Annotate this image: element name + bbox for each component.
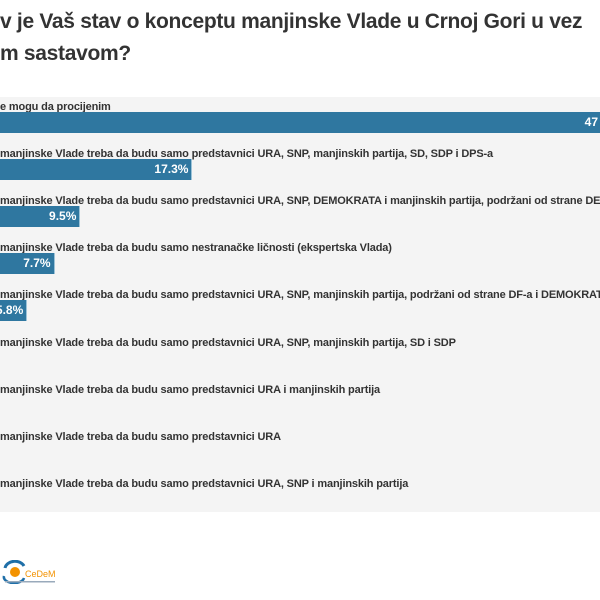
bar: 5.8% [0, 300, 28, 322]
bar-row: manjinske Vlade treba da budu samo preds… [0, 336, 600, 386]
value-label: 5.8% [0, 303, 24, 318]
bar-row: manjinske Vlade treba da budu samo preds… [0, 430, 600, 480]
bar-row: manjinske Vlade treba da budu samo preds… [0, 148, 600, 197]
bar-row: manjinske Vlade treba da budu samo preds… [0, 289, 600, 338]
category-label: manjinske Vlade treba da budu samo preds… [0, 477, 409, 490]
value-label: 9.5% [49, 209, 77, 224]
cedem-logo: CeDeM [2, 559, 62, 589]
svg-text:CeDeM: CeDeM [25, 569, 56, 579]
category-label: manjinske Vlade treba da budu samo preds… [0, 289, 600, 302]
category-label: e mogu da procijenim [0, 101, 111, 113]
category-label: manjinske Vlade treba da budu samo nestr… [0, 242, 392, 255]
value-label: 17.3% [154, 162, 189, 177]
chart-title-line-1: v je Vaš stav o konceptu manjinske Vlade… [0, 10, 583, 33]
bar-row: e mogu da procijenim 47 [0, 101, 600, 150]
category-label: manjinske Vlade treba da budu samo preds… [0, 430, 281, 443]
value-label: 7.7% [23, 256, 51, 271]
category-label: manjinske Vlade treba da budu samo preds… [0, 383, 381, 396]
category-label: manjinske Vlade treba da budu samo preds… [0, 195, 600, 208]
category-label: manjinske Vlade treba da budu samo preds… [0, 336, 456, 349]
bar-row: manjinske Vlade treba da budu samo nestr… [0, 242, 600, 291]
bar: 17.3% [0, 159, 193, 181]
bar: 47 [0, 112, 600, 133]
chart-title-line-2: m sastavom? [0, 42, 131, 65]
bar: 7.7% [0, 253, 55, 275]
bar-row: manjinske Vlade treba da budu samo preds… [0, 195, 600, 244]
bar-row: manjinske Vlade treba da budu samo preds… [0, 383, 600, 433]
bar: 9.5% [0, 206, 81, 228]
value-label: 47 [584, 115, 598, 129]
category-label: manjinske Vlade treba da budu samo preds… [0, 148, 494, 161]
chart-plot-area: e mogu da procijenim 47 manjinske Vlade tr… [0, 97, 600, 512]
chart-title: v je Vaš stav o konceptu manjinske Vlade… [0, 6, 600, 70]
bar-row: manjinske Vlade treba da budu samo preds… [0, 477, 600, 512]
